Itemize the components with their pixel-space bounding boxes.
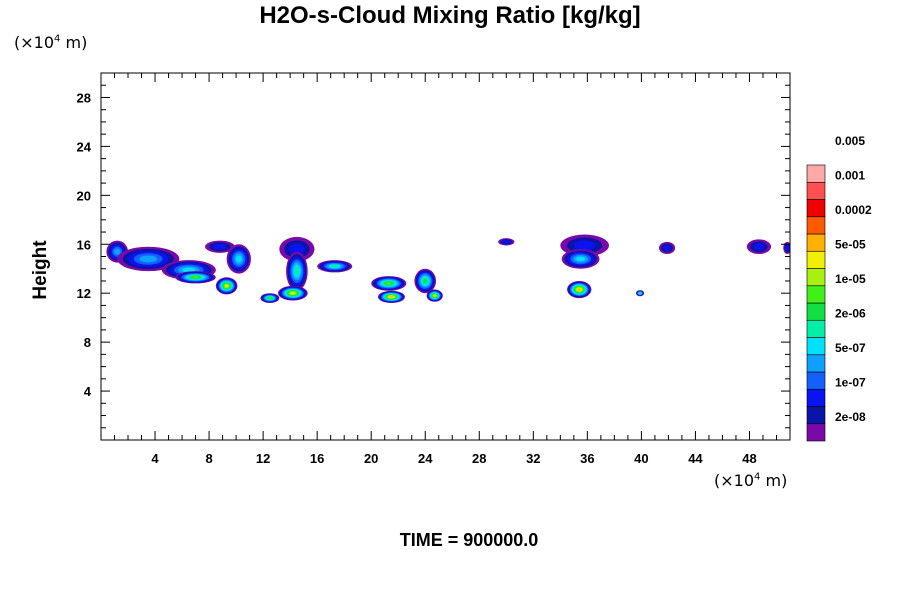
x-tick-label: 12: [256, 451, 270, 466]
cloud-blob-3-level-8: [192, 276, 199, 279]
x-tick-label: 20: [364, 451, 378, 466]
cloud-blob-14-level-7: [423, 278, 428, 284]
cloud-blob-20-level-7: [639, 292, 641, 294]
cloud-blob-16-level-2: [502, 240, 510, 244]
cloud-blob-22-level-2: [753, 243, 765, 250]
legend-swatch: [806, 302, 826, 321]
legend-label: 1e-05: [835, 272, 866, 286]
cloud-blob-9-level-10: [290, 292, 295, 295]
cloud-blob-15-level-10: [433, 294, 436, 297]
x-tick-label: 36: [580, 451, 594, 466]
legend-swatch: [806, 233, 826, 252]
x-tick-label: 8: [205, 451, 212, 466]
x-tick-label: 44: [688, 451, 703, 466]
cloud-blob-1-level-4: [139, 255, 158, 263]
legend-swatch: [806, 319, 826, 338]
cloud-blob-17-level-2: [573, 240, 596, 251]
cloud-blob-10-level-8: [268, 297, 272, 299]
legend-label: 5e-05: [835, 238, 866, 252]
legend-swatch: [806, 423, 826, 442]
legend-label: 0.005: [835, 134, 865, 148]
x-tick-label: 28: [472, 451, 486, 466]
x-tick-label: 24: [418, 451, 433, 466]
legend-label: 1e-07: [835, 376, 866, 390]
cloud-blob-2-level-5: [182, 267, 196, 273]
cloud-blob-0-level-4: [114, 248, 121, 255]
time-label: TIME = 900000.0: [399, 530, 539, 550]
legend-label: 5e-07: [835, 341, 866, 355]
legend-swatch: [806, 337, 826, 356]
cloud-blob-11-level-6: [331, 264, 339, 268]
cloud-blob-12-level-8: [385, 282, 392, 285]
x-tick-label: 16: [310, 451, 324, 466]
x-tick-label: 40: [634, 451, 648, 466]
x-tick-label: 48: [742, 451, 756, 466]
legend-swatch: [806, 354, 826, 373]
cloud-blob-21-level-2: [663, 245, 671, 251]
cloud-blob-6-level-5: [235, 255, 242, 263]
legend-label: 2e-08: [835, 410, 866, 424]
legend-swatch: [806, 388, 826, 407]
legend-label: 2e-06: [835, 307, 866, 321]
legend-swatch: [806, 268, 826, 287]
y-axis-unit: (×104 m): [14, 33, 88, 52]
y-tick-label: 20: [77, 188, 91, 203]
y-tick-label: 8: [84, 335, 91, 350]
x-tick-label: 32: [526, 451, 540, 466]
legend-swatch: [806, 164, 826, 183]
y-tick-label: 24: [77, 139, 92, 154]
legend-swatch: [806, 406, 826, 425]
y-tick-label: 16: [77, 237, 91, 252]
legend-swatch: [806, 181, 826, 200]
cloud-blob-19-level-11: [577, 288, 581, 291]
legend-label: 0.001: [835, 169, 865, 183]
cloud-blob-13-level-11: [389, 296, 394, 298]
cloud-blob-5-level-2: [213, 243, 227, 250]
cloud-blob-23-level-2: [785, 245, 790, 251]
legend-swatch: [806, 371, 826, 390]
y-tick-label: 12: [77, 286, 91, 301]
cloud-field: [106, 234, 790, 303]
cloud-blob-18-level-5: [576, 256, 586, 262]
cloud-blob-4-level-10: [225, 284, 229, 288]
legend-swatch: [806, 250, 826, 269]
y-tick-label: 4: [84, 384, 92, 399]
legend-label: 0.0002: [835, 203, 872, 217]
legend-swatch: [806, 199, 826, 218]
legend-swatch: [806, 216, 826, 235]
y-tick-label: 28: [77, 90, 91, 105]
cloud-blob-8-level-6: [294, 267, 300, 276]
legend-swatch: [806, 285, 826, 304]
x-tick-label: 4: [151, 451, 159, 466]
x-axis-unit: (×104 m): [714, 471, 788, 490]
plot-frame: [100, 72, 791, 441]
chart-title: H2O-s-Cloud Mixing Ratio [kg/kg]: [259, 2, 641, 29]
cloud-blob-7-level-2: [289, 243, 305, 255]
